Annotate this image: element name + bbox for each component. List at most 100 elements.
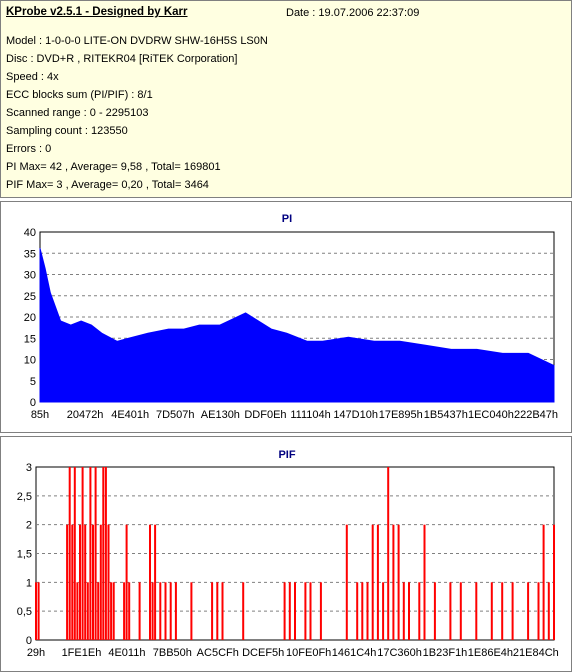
pif-y-tick: 1 [26,577,32,589]
pi-chart-title: PI [282,213,292,225]
pif-bar [123,582,126,640]
pif-bar [149,524,151,640]
pi-chart: PI 0 5 10 15 20 25 30 35 40 85h 20472h 4E401h 7D507… [24,213,558,421]
pif-x-tick: 4E011h [108,647,145,659]
pi-y-tick: 30 [24,270,36,282]
pi-y-tick: 10 [24,355,36,367]
pi-y-tick: 15 [24,333,36,345]
pif-bar [76,582,79,640]
pif-bar [92,524,94,640]
pif-bar [459,582,462,640]
pif-bar [288,582,291,640]
pif-bar [402,582,405,640]
pif-chart-title: PIF [278,449,295,461]
pi-x-tick: 7D507h [156,409,195,421]
pif-bar [86,582,89,640]
pif-y-tick: 0,5 [17,606,32,618]
pif-y-tick: 3 [26,462,32,474]
pif-bar [216,582,219,640]
pif-y-tick: 2 [26,520,32,532]
pif-bar [501,582,504,640]
pif-bar [537,582,540,640]
pi-x-tick: 17E895h [379,409,423,421]
info-sampling: Sampling count : 123550 [6,125,128,137]
pi-y-tick: 5 [30,376,36,388]
pif-bar [433,582,436,640]
pif-x-tick: 1FE1Eh [62,647,102,659]
info-errors: Errors : 0 [6,143,52,155]
info-panel: KProbe v2.5.1 - Designed by Karr Date : … [0,0,572,198]
info-pif: PIF Max= 3 , Average= 0,20 , Total= 3464 [6,179,209,191]
pif-bar [542,524,545,640]
pif-bar [366,582,369,640]
pif-bar [423,524,426,640]
pi-x-tick: 1B5437h [424,409,468,421]
pi-x-tick: AE130h [201,409,240,421]
pif-bar [242,582,245,640]
pif-bar [294,582,296,640]
pif-bar [376,524,379,640]
pif-bar [382,582,385,640]
pif-bar [99,524,102,640]
pi-y-tick: 20 [24,312,36,324]
info-ecc: ECC blocks sum (PI/PIF) : 8/1 [6,89,153,101]
pif-bar [154,524,157,640]
pif-bar [553,524,555,640]
pi-y-tick: 35 [24,248,36,260]
pi-x-tick: 20472h [67,409,104,421]
pi-x-tick: 222B47h [514,409,558,421]
pif-x-tick: 1461C4h [332,647,377,659]
pif-bar [97,582,100,640]
pi-y-tick: 40 [24,227,36,239]
pi-y-tick: 0 [30,397,36,409]
pif-x-tick: 10FE0Fh [286,647,331,659]
pif-bar [138,582,141,640]
pif-x-tick: 21E84Ch [513,647,559,659]
pif-bar [174,582,177,640]
pif-bar [66,524,69,640]
pif-x-tick: 7BB50h [153,647,192,659]
pif-bar [211,582,214,640]
pif-bar [547,582,550,640]
app-title: KProbe v2.5.1 - Designed by Karr [6,6,188,18]
pif-bar [79,524,81,640]
pif-bar [164,582,167,640]
pi-x-tick: DDF0Eh [244,409,286,421]
pi-x-tick: 111104h [290,409,330,421]
info-speed: Speed : 4x [6,71,59,83]
pif-bar [107,524,110,640]
pif-bar [283,582,286,640]
pif-bar [190,582,193,640]
pif-x-tick: 1B23F1h [423,647,468,659]
pif-x-tick: 17C360h [377,647,422,659]
pi-x-tick: 4E401h [111,409,149,421]
info-disc: Disc : DVD+R , RITEKR04 [RiTEK Corporati… [6,53,238,65]
pif-bar [35,582,37,640]
pif-bar [112,582,115,640]
pif-bar [345,524,348,640]
pif-bar [356,582,359,640]
pif-bar [37,582,40,640]
pif-bar [73,467,76,640]
pif-bar [110,582,113,640]
pif-bar [309,582,312,640]
pi-y-tick: 25 [24,291,36,303]
pif-bar [169,582,172,640]
pi-x-tick: 1EC040h [468,409,514,421]
pif-bar [361,582,364,640]
pif-bar [387,467,390,640]
pif-bar [81,467,84,640]
pif-bar [104,467,107,640]
pif-bar [71,524,74,640]
pif-bar [408,582,410,640]
pif-bar [392,524,395,640]
pif-panel: PIF 0 0,5 1 1,5 2 2,5 3 29h 1FE1Eh 4E011h 7BB50h A… [0,436,572,672]
pif-bar [84,524,87,640]
pif-y-tick: 1,5 [17,549,32,561]
info-range: Scanned range : 0 - 2295103 [6,107,149,119]
pif-bar [397,524,400,640]
pif-bar [319,582,322,640]
pif-bar [159,582,162,640]
pi-panel: PI 0 5 10 15 20 25 30 35 40 85h 20472h 4E401h 7D507… [0,201,572,433]
pi-series-area [39,248,555,403]
